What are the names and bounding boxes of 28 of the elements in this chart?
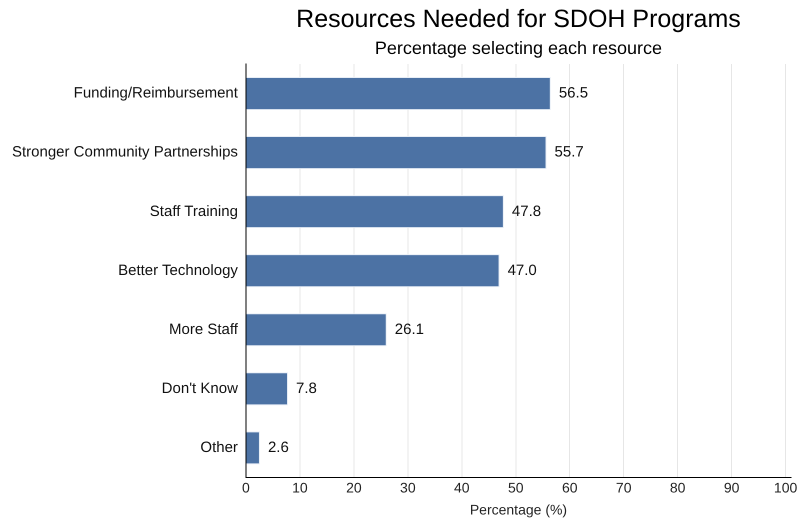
chart-subtitle: Percentage selecting each resource [374, 38, 662, 58]
y-tick-label: Other [200, 439, 238, 456]
y-tick-label: Don't Know [162, 380, 238, 397]
data-label: 47.0 [508, 262, 537, 279]
y-tick-label: Staff Training [150, 202, 238, 220]
x-tick-label: 70 [616, 480, 632, 496]
y-tick-label: Stronger Community Partnerships [12, 144, 238, 161]
chart-title: Resources Needed for SDOH Programs [296, 5, 741, 33]
x-tick-label: 50 [508, 480, 524, 496]
x-tick-label: 90 [724, 480, 740, 496]
data-label: 26.1 [394, 320, 424, 338]
y-tick-label: Funding/Reimbursement [74, 84, 239, 102]
data-label: 56.5 [558, 84, 588, 102]
data-label: 2.6 [268, 439, 289, 456]
y-tick-label: Better Technology [118, 262, 238, 279]
x-tick-label: 10 [292, 480, 308, 496]
data-label: 55.7 [554, 144, 584, 161]
data-label: 47.8 [512, 202, 542, 220]
x-tick-label: 30 [400, 480, 416, 496]
x-tick-label: 40 [454, 480, 470, 496]
y-tick-label: More Staff [169, 320, 239, 338]
x-axis-title: Percentage (%) [470, 501, 568, 518]
data-label: 7.8 [296, 380, 317, 397]
x-tick-label: 60 [562, 480, 578, 496]
x-tick-label: 20 [346, 480, 362, 496]
x-tick-label: 80 [670, 480, 686, 496]
x-tick-label: 0 [242, 480, 250, 496]
x-tick-label: 100 [774, 480, 798, 496]
